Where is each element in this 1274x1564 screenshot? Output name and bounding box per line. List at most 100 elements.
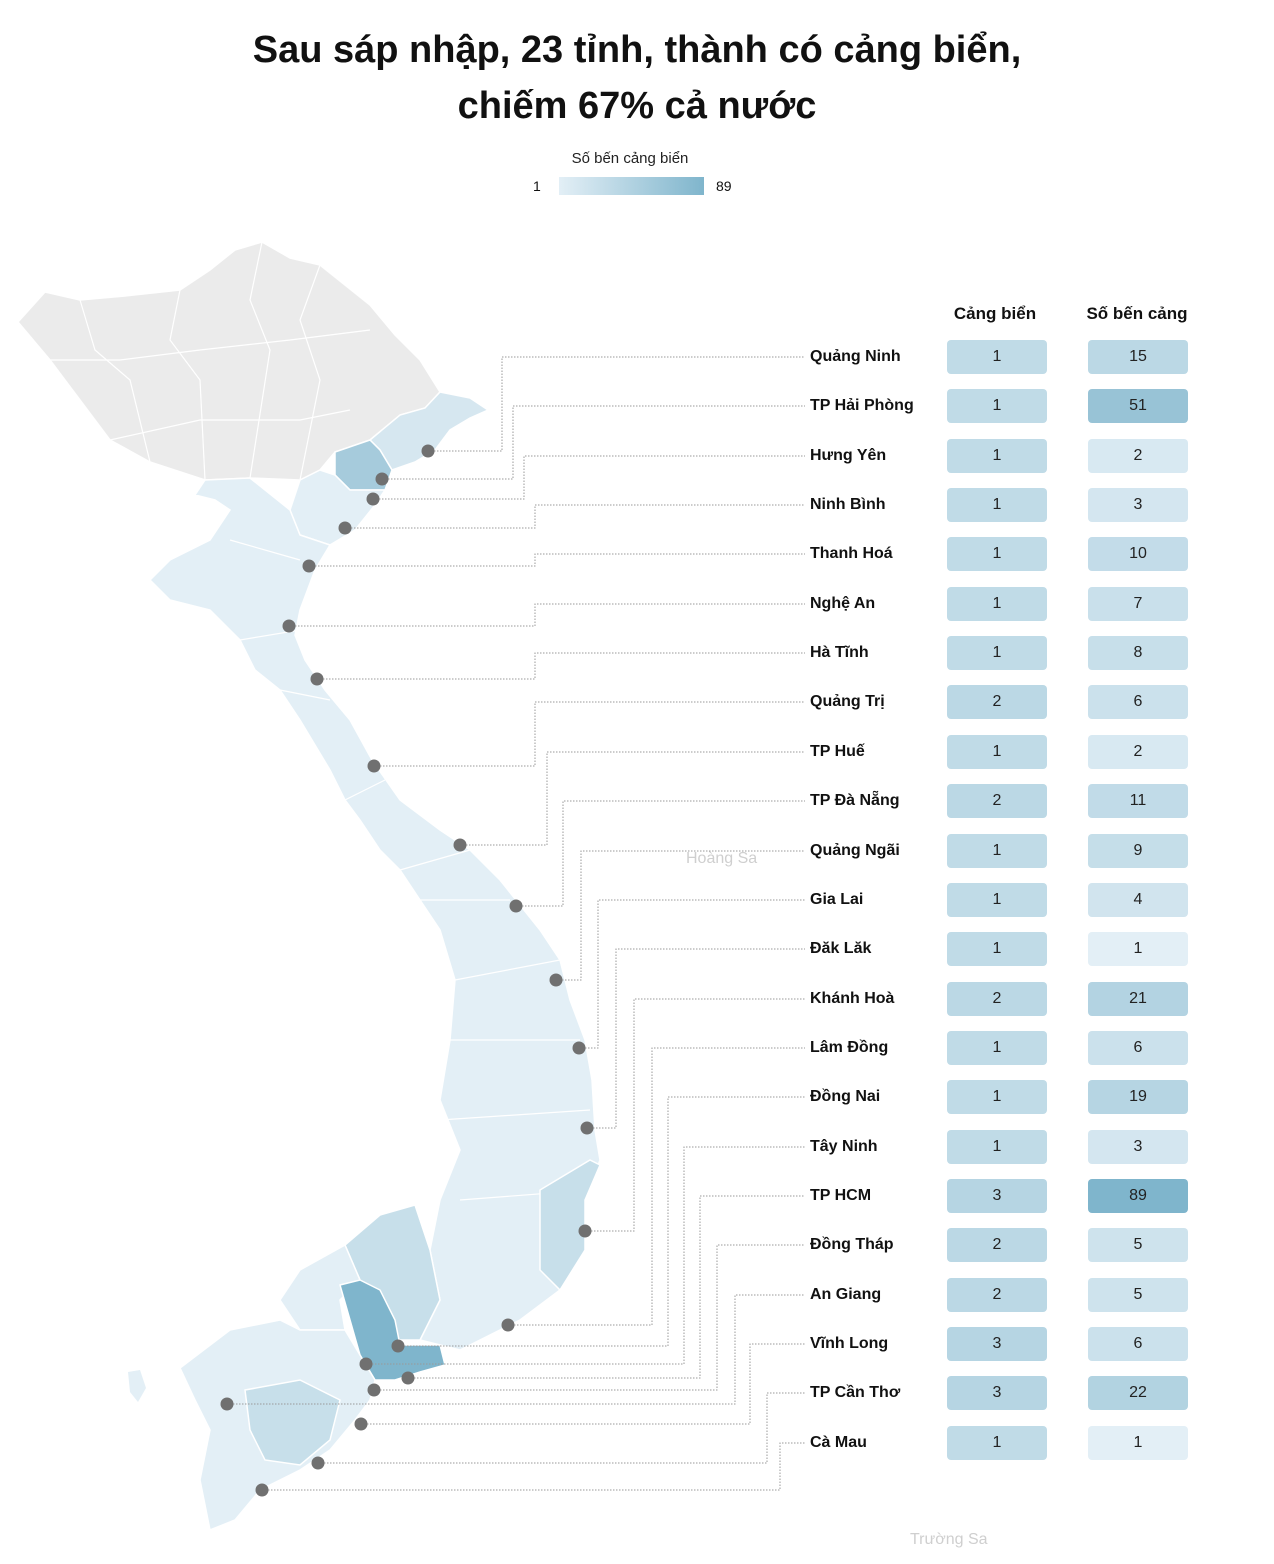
chart-title: Sau sáp nhập, 23 tỉnh, thành có cảng biể… [0,22,1274,134]
berth-count-cell: 5 [1088,1228,1188,1262]
province-label: Quảng Ninh [810,348,901,365]
province-label: Gia Lai [810,891,864,908]
berth-count-cell: 8 [1088,636,1188,670]
port-marker [367,1383,381,1397]
berth-count-cell: 5 [1088,1278,1188,1312]
leader-line [227,1294,805,1405]
leader-line [587,948,805,1129]
phu-quoc-island [128,1370,146,1402]
leader-line [366,1146,805,1365]
hoang-sa-label: Hoàng Sa [686,850,758,867]
title-line-2: chiếm 67% cả nước [457,85,817,127]
leader-line [508,1047,805,1326]
leader-line [361,1343,805,1425]
truong-sa-label: Trường Sa [910,1531,988,1548]
berth-count-cell: 15 [1088,340,1188,374]
berth-count-cell: 22 [1088,1376,1188,1410]
province-label: Vĩnh Long [810,1335,889,1352]
port-marker [401,1371,415,1385]
port-marker [282,619,296,633]
province-label: Thanh Hoá [810,545,893,562]
leader-line [556,850,805,981]
leader-line [345,504,805,529]
province-label: An Giang [810,1286,882,1303]
legend-label: Số bến cảng biển [571,150,689,167]
province-label: Nghệ An [810,595,876,612]
province-label: Hà Tĩnh [810,644,869,661]
berth-count-cell: 6 [1088,685,1188,719]
province-label: Đồng Nai [810,1088,881,1105]
port-count-cell: 1 [947,735,1047,769]
region-tay-ninh [279,1243,361,1331]
province-label: Đồng Tháp [810,1236,894,1253]
port-marker [572,1041,586,1055]
leader-line [289,603,805,627]
legend-max: 89 [716,178,732,194]
north-province-borders [50,241,371,481]
port-count-cell: 1 [947,389,1047,423]
port-marker [501,1318,515,1332]
province-label: Quảng Trị [810,693,885,710]
port-count-cell: 1 [947,537,1047,571]
port-marker [421,444,435,458]
leader-line [460,751,805,846]
port-marker [375,472,389,486]
port-marker [366,492,380,506]
leader-line [318,1392,805,1464]
port-marker [354,1417,368,1431]
port-count-cell: 1 [947,1080,1047,1114]
leader-line [579,899,805,1049]
port-count-cell: 1 [947,883,1047,917]
berth-count-cell: 51 [1088,389,1188,423]
berth-count-cell: 19 [1088,1080,1188,1114]
port-marker [367,759,381,773]
berth-count-cell: 1 [1088,1426,1188,1460]
berth-count-cell: 3 [1088,1130,1188,1164]
legend-min: 1 [533,178,541,194]
berth-count-cell: 2 [1088,439,1188,473]
port-marker [310,672,324,686]
berth-count-cell: 10 [1088,537,1188,571]
berth-count-cell: 6 [1088,1327,1188,1361]
berth-count-cell: 4 [1088,883,1188,917]
province-label: Hưng Yên [810,447,887,464]
column-header-ports: Cảng biển [953,304,1037,323]
berth-count-cell: 1 [1088,932,1188,966]
port-count-cell: 1 [947,1426,1047,1460]
column-header-berths: Số bến cảng [1086,304,1188,323]
berth-count-cell: 7 [1088,587,1188,621]
port-markers [220,444,594,1497]
port-count-cell: 1 [947,340,1047,374]
port-marker [453,838,467,852]
region-can-tho [244,1379,341,1466]
north-inland-region [17,241,441,481]
port-count-cell: 1 [947,1130,1047,1164]
leader-line [373,455,805,500]
berth-count-cell: 21 [1088,982,1188,1016]
province-label: Lâm Đồng [810,1039,889,1056]
title-line-1: Sau sáp nhập, 23 tỉnh, thành có cảng biể… [252,29,1022,71]
province-label: Quảng Ngãi [810,842,900,859]
leader-line [262,1442,805,1491]
port-count-cell: 2 [947,685,1047,719]
province-label: TP Cần Thơ [810,1384,901,1401]
port-count-cell: 3 [947,1179,1047,1213]
province-label: TP Huế [810,743,865,760]
port-count-cell: 1 [947,834,1047,868]
port-marker [302,559,316,573]
port-count-cell: 1 [947,587,1047,621]
port-marker [549,973,563,987]
province-label: Ninh Bình [810,496,886,513]
port-marker [580,1121,594,1135]
port-count-cell: 1 [947,932,1047,966]
province-label: Cà Mau [810,1434,867,1451]
port-count-cell: 1 [947,1031,1047,1065]
port-count-cell: 2 [947,1278,1047,1312]
port-marker [391,1339,405,1353]
berth-count-cell: 89 [1088,1179,1188,1213]
berth-count-cell: 6 [1088,1031,1188,1065]
province-label: Đăk Lăk [810,940,872,957]
leader-line [585,998,805,1232]
port-count-cell: 2 [947,1228,1047,1262]
